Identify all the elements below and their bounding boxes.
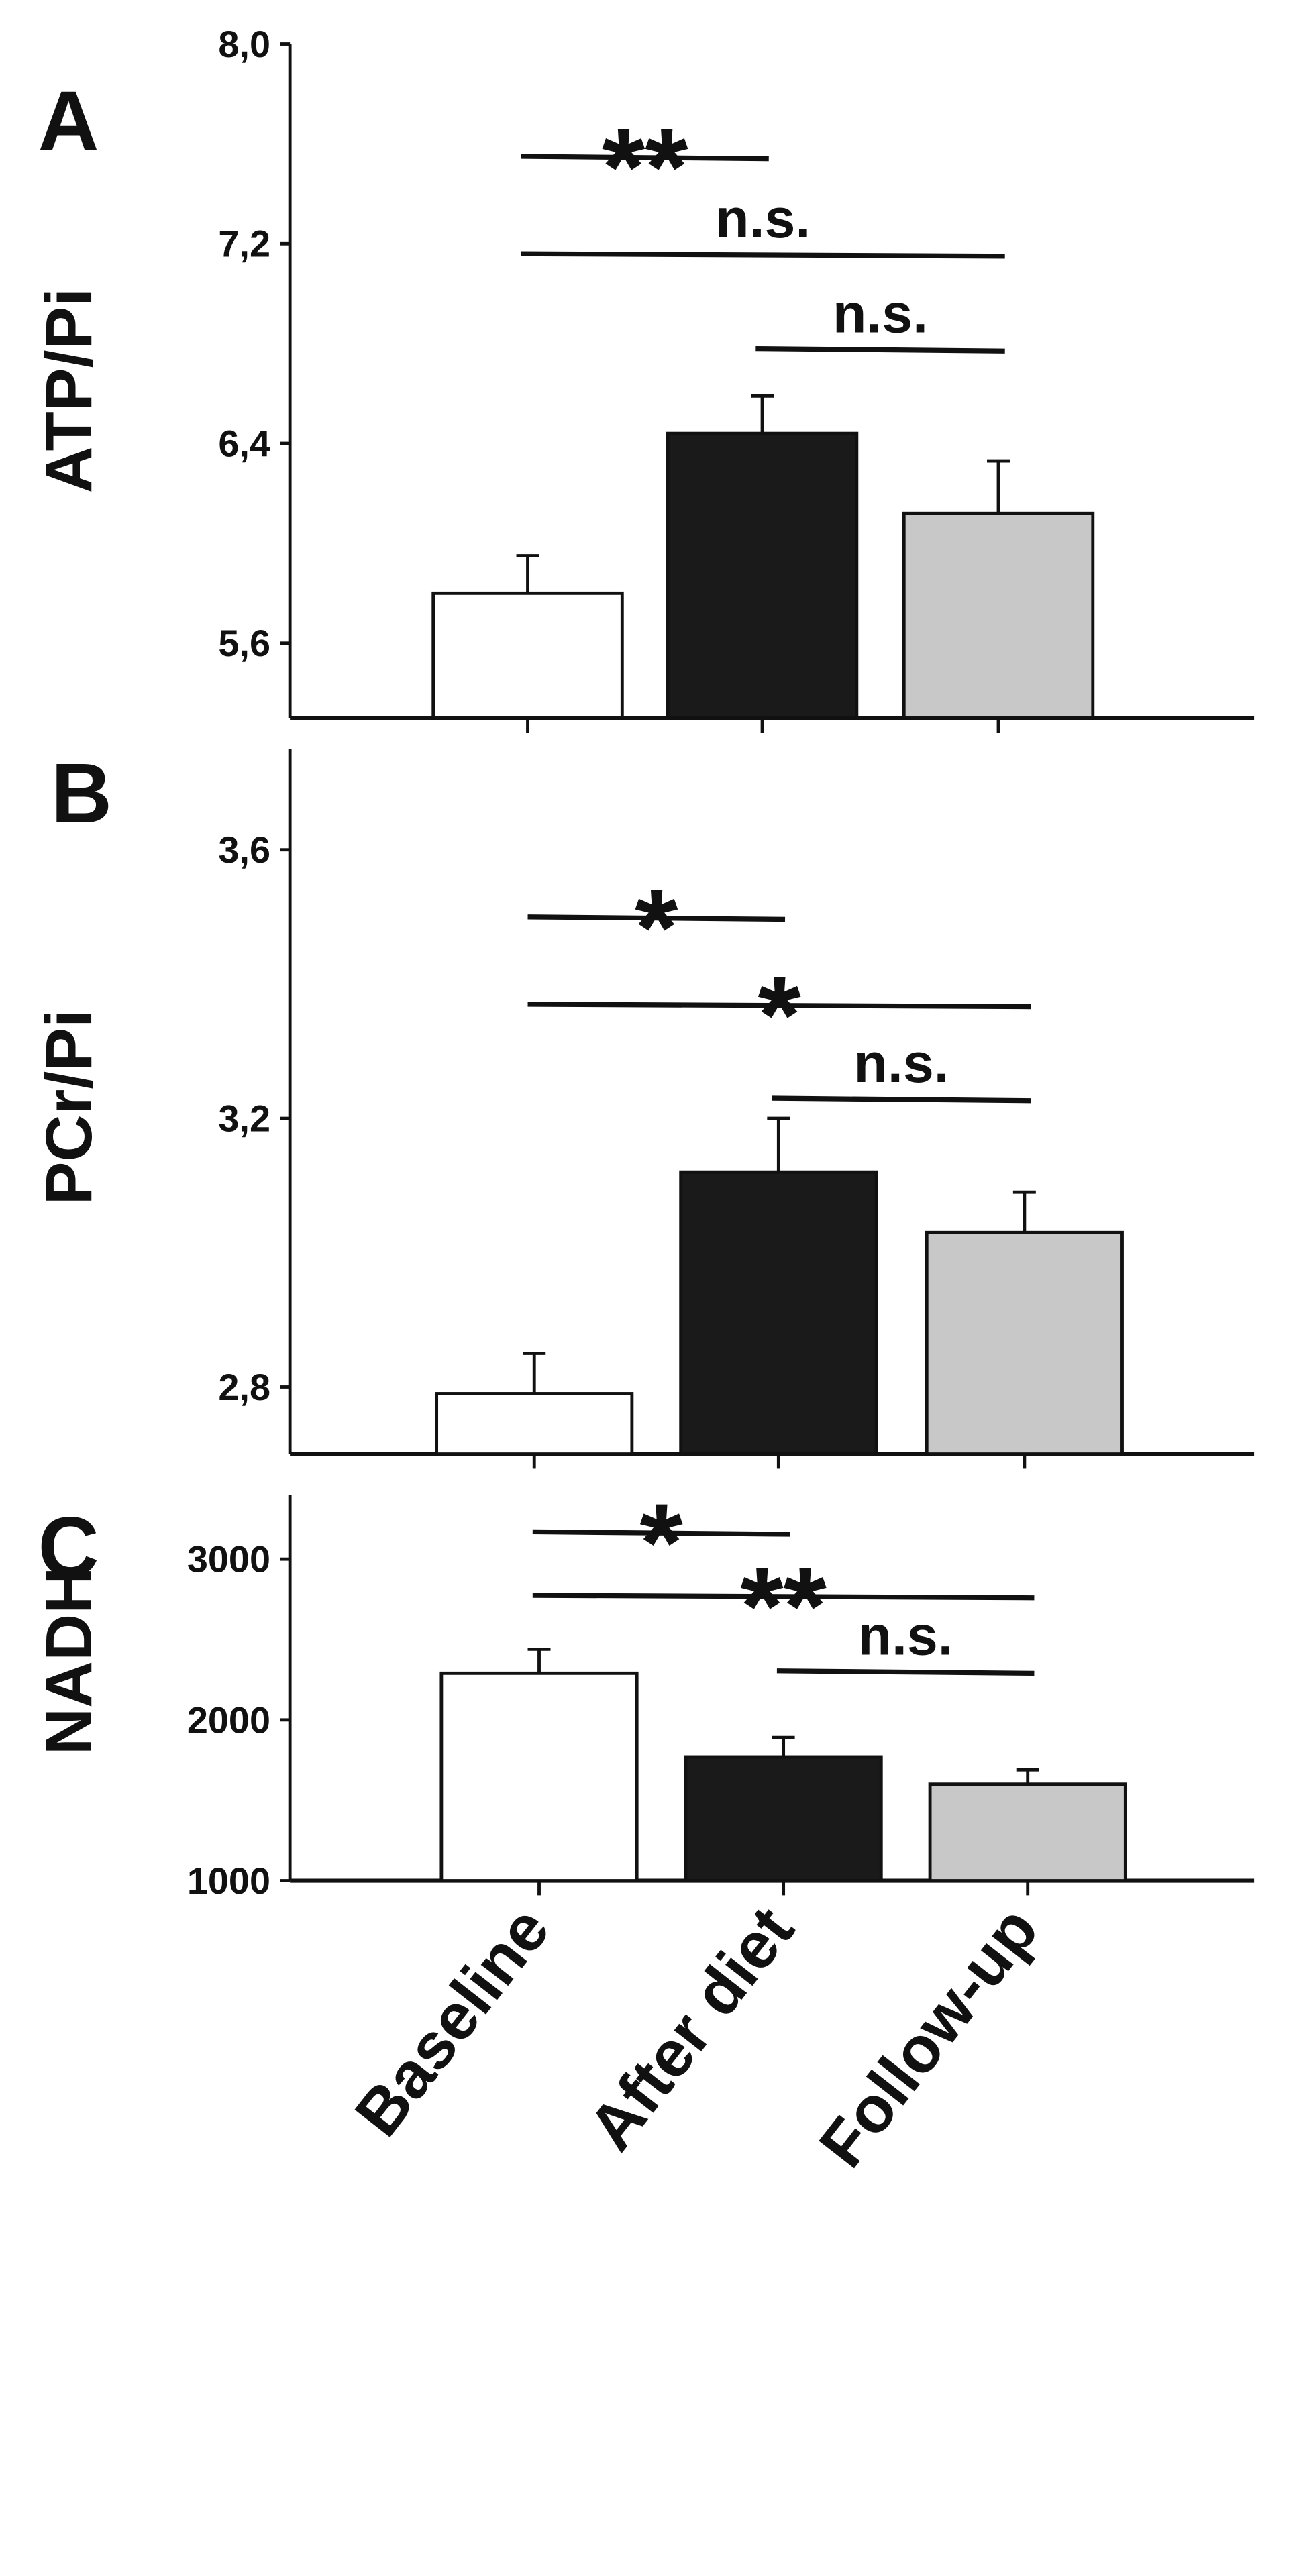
significance-line xyxy=(521,154,769,162)
y-tick-label: 1000 xyxy=(187,1860,270,1902)
panel-label: A xyxy=(38,73,99,168)
significance-line xyxy=(776,1668,1035,1676)
significance-label: * xyxy=(758,953,801,1077)
x-tick-label: After diet xyxy=(574,1893,807,2163)
y-tick-label: 6,4 xyxy=(218,422,270,464)
y-tick-label: 3,2 xyxy=(218,1097,270,1140)
significance-line xyxy=(527,1002,1031,1010)
bar-baseline xyxy=(431,591,624,720)
y-tick-label: 3000 xyxy=(187,1538,270,1580)
x-tick-label: Follow-up xyxy=(805,1893,1052,2180)
y-tick-label: 2000 xyxy=(187,1699,270,1741)
y-axis-title: ATP/Pi xyxy=(32,288,105,494)
significance-line xyxy=(521,251,1005,259)
bar-follow-up xyxy=(902,511,1095,720)
significance-line xyxy=(755,345,1005,354)
panel-label: B xyxy=(51,746,112,841)
bar-after-diet xyxy=(684,1755,883,1882)
significance-label: * xyxy=(639,1481,683,1604)
significance-line xyxy=(772,1095,1031,1104)
y-tick-label: 5,6 xyxy=(218,622,270,664)
y-axis-title: PCr/Pi xyxy=(32,1010,105,1205)
y-tick-label: 3,6 xyxy=(218,828,270,871)
significance-line xyxy=(532,1593,1035,1601)
y-tick-label: 8,0 xyxy=(218,23,270,65)
y-tick-label: 7,2 xyxy=(218,223,270,265)
panel-label: C xyxy=(38,1500,99,1595)
panel-a: A ATP/Pi 5,6 6,4 7,2 8,0 ** n.s. n.s. xyxy=(32,23,1255,733)
bar-after-diet xyxy=(666,431,859,720)
bar-follow-up xyxy=(925,1230,1124,1456)
y-axis-title: NADH xyxy=(32,1567,105,1755)
x-tick-label: Baseline xyxy=(341,1893,564,2149)
significance-label: n.s. xyxy=(833,282,928,344)
y-tick-label: 2,8 xyxy=(218,1366,270,1408)
bar-baseline xyxy=(439,1671,639,1882)
bar-after-diet xyxy=(679,1170,878,1456)
significance-label: ** xyxy=(602,105,688,229)
panel-b: B PCr/Pi 2,8 3,2 3,6 * * n.s. xyxy=(32,746,1255,1469)
significance-label: n.s. xyxy=(715,188,811,250)
significance-line xyxy=(532,1529,790,1537)
significance-label: ** xyxy=(740,1544,827,1668)
significance-label: * xyxy=(635,866,678,989)
significance-line xyxy=(527,914,786,922)
bar-baseline xyxy=(435,1392,634,1456)
significance-label: n.s. xyxy=(858,1605,953,1666)
significance-label: n.s. xyxy=(854,1032,949,1094)
bar-follow-up xyxy=(928,1782,1127,1882)
